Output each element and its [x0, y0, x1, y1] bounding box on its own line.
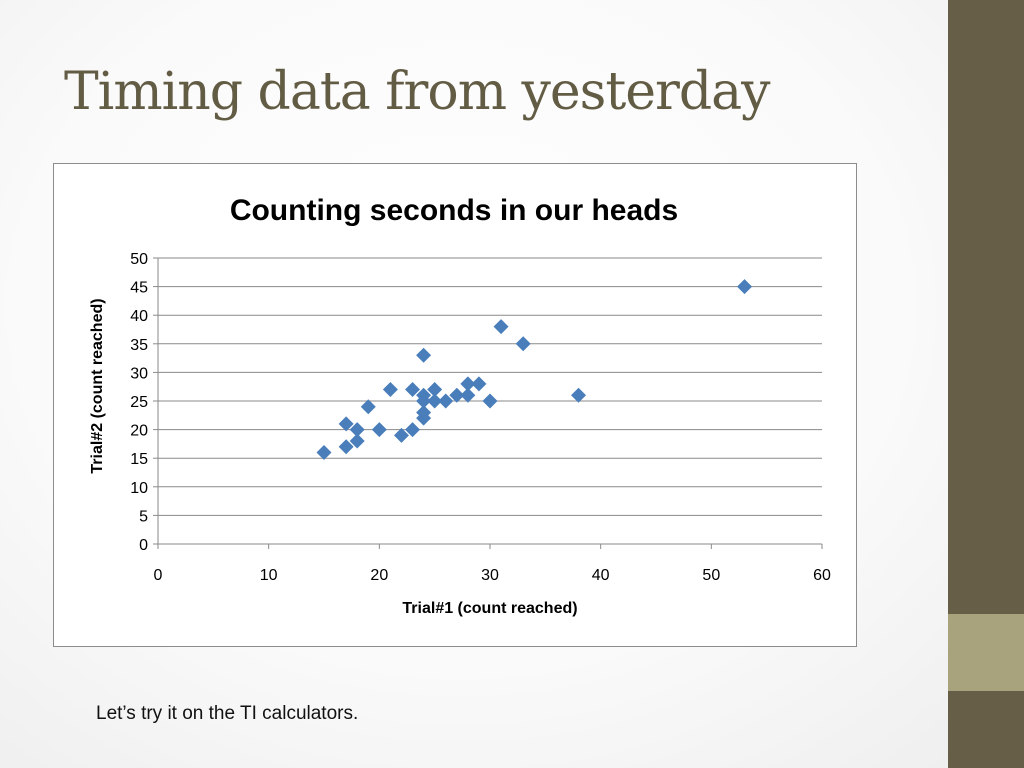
slide-caption: Let’s try it on the TI calculators. [96, 703, 359, 724]
data-point [460, 387, 476, 403]
tick-labels: 0 5 10 15 20 25 30 35 40 45 50 0 10 20 30 40 50 60 [130, 251, 831, 584]
data-points [316, 279, 753, 460]
y-tick-label: 0 [139, 537, 148, 554]
y-tick-label: 35 [130, 337, 148, 354]
scatter-chart: Counting seconds in our heads 0 5 10 15 20 25… [89, 194, 831, 617]
data-point [737, 279, 753, 295]
y-tick-label: 10 [130, 480, 148, 497]
data-point [416, 347, 432, 363]
slide-title: Timing data from yesterday [64, 62, 771, 122]
y-tick-label: 40 [130, 308, 148, 325]
chart-title: Counting seconds in our heads [230, 194, 678, 227]
axes [153, 257, 823, 549]
y-tick-label: 15 [130, 451, 148, 468]
data-point [482, 393, 498, 409]
side-accent [948, 614, 1024, 691]
x-tick-label: 0 [154, 567, 163, 584]
data-point [405, 422, 421, 438]
y-tick-label: 20 [130, 423, 148, 440]
chart-frame: Counting seconds in our heads 0 5 10 15 20 25… [53, 163, 857, 647]
y-tick-label: 45 [130, 280, 148, 297]
data-point [471, 376, 487, 392]
data-point [393, 427, 409, 443]
data-point [338, 439, 354, 455]
data-point [460, 376, 476, 392]
x-tick-label: 30 [481, 567, 499, 584]
x-tick-label: 50 [702, 567, 720, 584]
data-point [493, 319, 509, 335]
x-tick-label: 20 [370, 567, 388, 584]
y-axis-label: Trial#2 (count reached) [89, 298, 106, 473]
y-tick-label: 5 [139, 508, 148, 525]
data-point [416, 387, 432, 403]
data-point [405, 382, 421, 398]
x-tick-label: 10 [260, 567, 278, 584]
data-point [316, 444, 332, 460]
data-point [349, 433, 365, 449]
y-tick-label: 25 [130, 394, 148, 411]
data-point [416, 404, 432, 420]
data-point [371, 422, 387, 438]
data-point [382, 382, 398, 398]
data-point [427, 382, 443, 398]
x-tick-label: 40 [592, 567, 610, 584]
data-point [438, 393, 454, 409]
gridlines [158, 257, 822, 516]
x-axis-label: Trial#1 (count reached) [402, 600, 577, 617]
data-point [338, 416, 354, 432]
data-point [449, 387, 465, 403]
y-tick-label: 30 [130, 365, 148, 382]
data-point [427, 393, 443, 409]
data-point [360, 399, 376, 415]
y-tick-label: 50 [130, 251, 148, 268]
data-point [515, 336, 531, 352]
data-point [349, 422, 365, 438]
x-tick-label: 60 [813, 567, 831, 584]
data-point [571, 387, 587, 403]
